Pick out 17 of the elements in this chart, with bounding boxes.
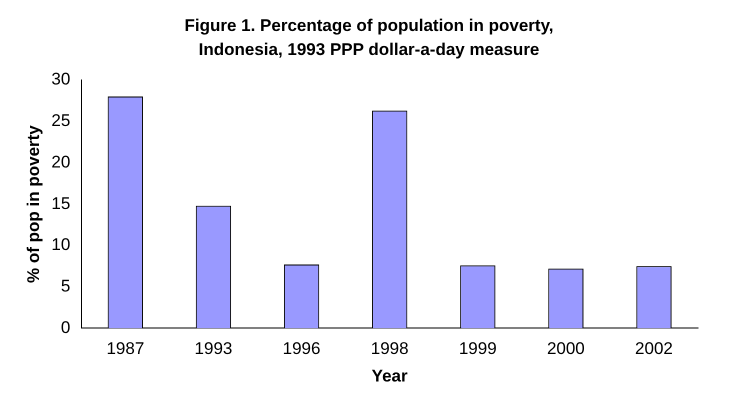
x-tick-label: 1987 [106,339,144,358]
chart-title: Figure 1. Percentage of population in poverty, Indonesia, 1993 PPP dollar-a-day measure [183,15,554,61]
x-tick-label: 2000 [546,339,585,358]
y-tick-label: 25 [51,111,70,130]
y-tick-label: 5 [60,276,70,296]
y-tick-label: 10 [51,235,70,254]
x-tick-label: 1999 [458,339,497,358]
x-tick-label: 1998 [370,339,409,358]
x-tick-label: 1996 [282,339,320,358]
x-tick-label: 2002 [635,339,673,358]
x-tick-label: 1993 [194,339,232,358]
y-tick-label: 30 [51,70,70,89]
y-tick-label: 0 [60,318,70,337]
y-tick-label: 15 [51,194,70,213]
x-axis-title: Year [372,366,408,386]
y-tick-label: 20 [51,152,70,172]
y-axis-title: % of pop in poverty [24,124,43,283]
